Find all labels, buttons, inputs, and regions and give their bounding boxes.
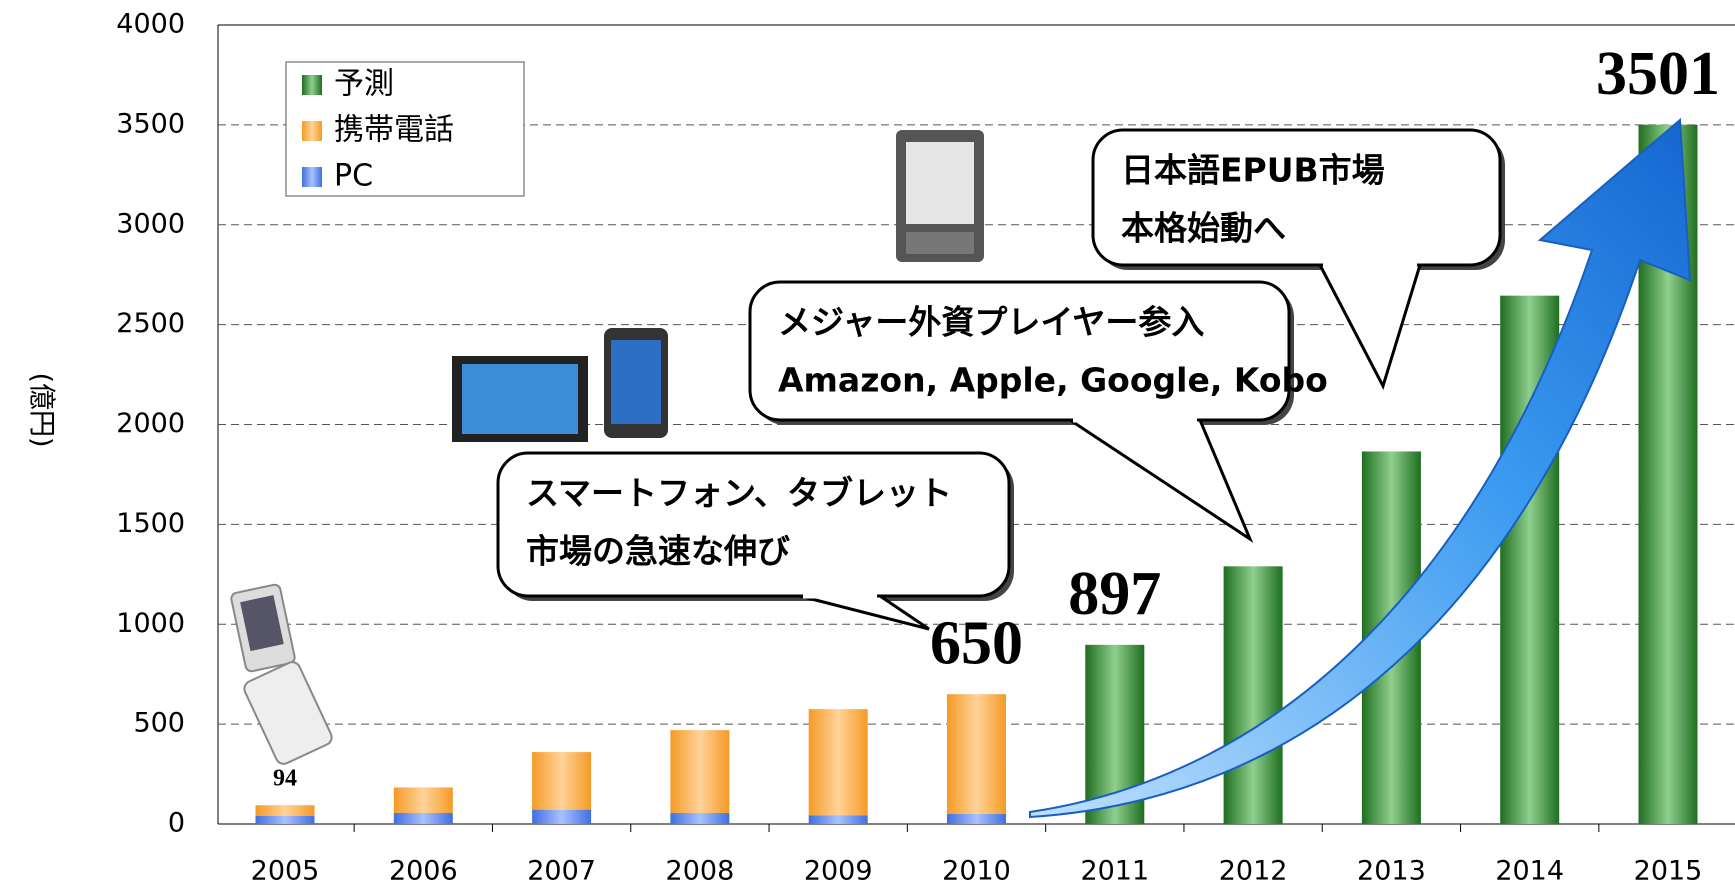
bar-segment	[808, 709, 868, 816]
legend-swatch	[302, 75, 322, 95]
bar-segment	[947, 694, 1006, 815]
callout	[1091, 128, 1502, 267]
callout-text: メジャー外資プレイヤー参入	[778, 303, 1204, 342]
callout-text: 市場の急速な伸び	[526, 532, 790, 571]
x-tick-label: 2011	[1080, 856, 1149, 887]
tablet-icon	[452, 328, 668, 442]
bar-segment	[808, 815, 868, 824]
bar-segment	[532, 809, 592, 824]
bar-segment	[1223, 566, 1283, 824]
legend-label: 携帯電話	[334, 113, 454, 148]
callout-text: Amazon, Apple, Google, Kobo	[778, 361, 1328, 400]
x-tick-label: 2015	[1634, 856, 1703, 887]
x-tick-label: 2005	[251, 856, 320, 887]
y-axis-label: (億円)	[26, 372, 57, 447]
legend-box	[285, 61, 525, 197]
y-tick-label: 0	[168, 808, 185, 839]
callout-text: スマートフォン、タブレット	[526, 474, 952, 513]
y-tick-label: 500	[133, 708, 185, 739]
bar-segment	[255, 805, 315, 817]
y-tick-label: 1500	[116, 508, 185, 539]
y-tick-label: 3000	[116, 208, 185, 239]
ereader-icon	[896, 130, 984, 262]
callout-text: 日本語EPUB市場	[1121, 151, 1385, 190]
y-tick-label: 1000	[116, 608, 185, 639]
phone-icon	[230, 583, 333, 765]
growth-arrow	[1029, 117, 1692, 819]
total-label: 94	[273, 766, 297, 792]
x-tick-label: 2008	[666, 856, 735, 887]
callout	[748, 280, 1291, 422]
bar-segment	[670, 813, 730, 824]
x-tick-label: 2012	[1219, 856, 1288, 887]
x-tick-label: 2007	[527, 856, 596, 887]
bar-segment	[255, 816, 315, 824]
legend-label: 予測	[334, 67, 394, 102]
legend-label: PC	[334, 159, 373, 194]
y-tick-label: 4000	[116, 9, 185, 40]
bar-segment	[670, 730, 730, 814]
callout	[496, 451, 1011, 598]
x-tick-label: 2009	[804, 856, 873, 887]
y-tick-label: 3500	[116, 108, 185, 139]
x-tick-label: 2013	[1357, 856, 1426, 887]
legend-swatch	[302, 167, 322, 187]
legend-swatch	[302, 121, 322, 141]
total-label: 897	[1068, 560, 1161, 628]
y-tick-label: 2500	[116, 308, 185, 339]
bar-segment	[393, 787, 453, 814]
callout-tail	[1317, 263, 1423, 390]
x-tick-label: 2010	[942, 856, 1011, 887]
total-label: 650	[930, 609, 1023, 677]
x-tick-label: 2014	[1495, 856, 1564, 887]
bar-segment	[532, 752, 592, 810]
callout-text: 本格始動へ	[1121, 209, 1286, 248]
bar-segment	[947, 814, 1006, 824]
bar-segment	[393, 813, 453, 824]
y-tick-label: 2000	[116, 408, 185, 439]
callout-tail	[1065, 418, 1254, 543]
total-label: 3501	[1596, 40, 1720, 108]
x-tick-label: 2006	[389, 856, 458, 887]
